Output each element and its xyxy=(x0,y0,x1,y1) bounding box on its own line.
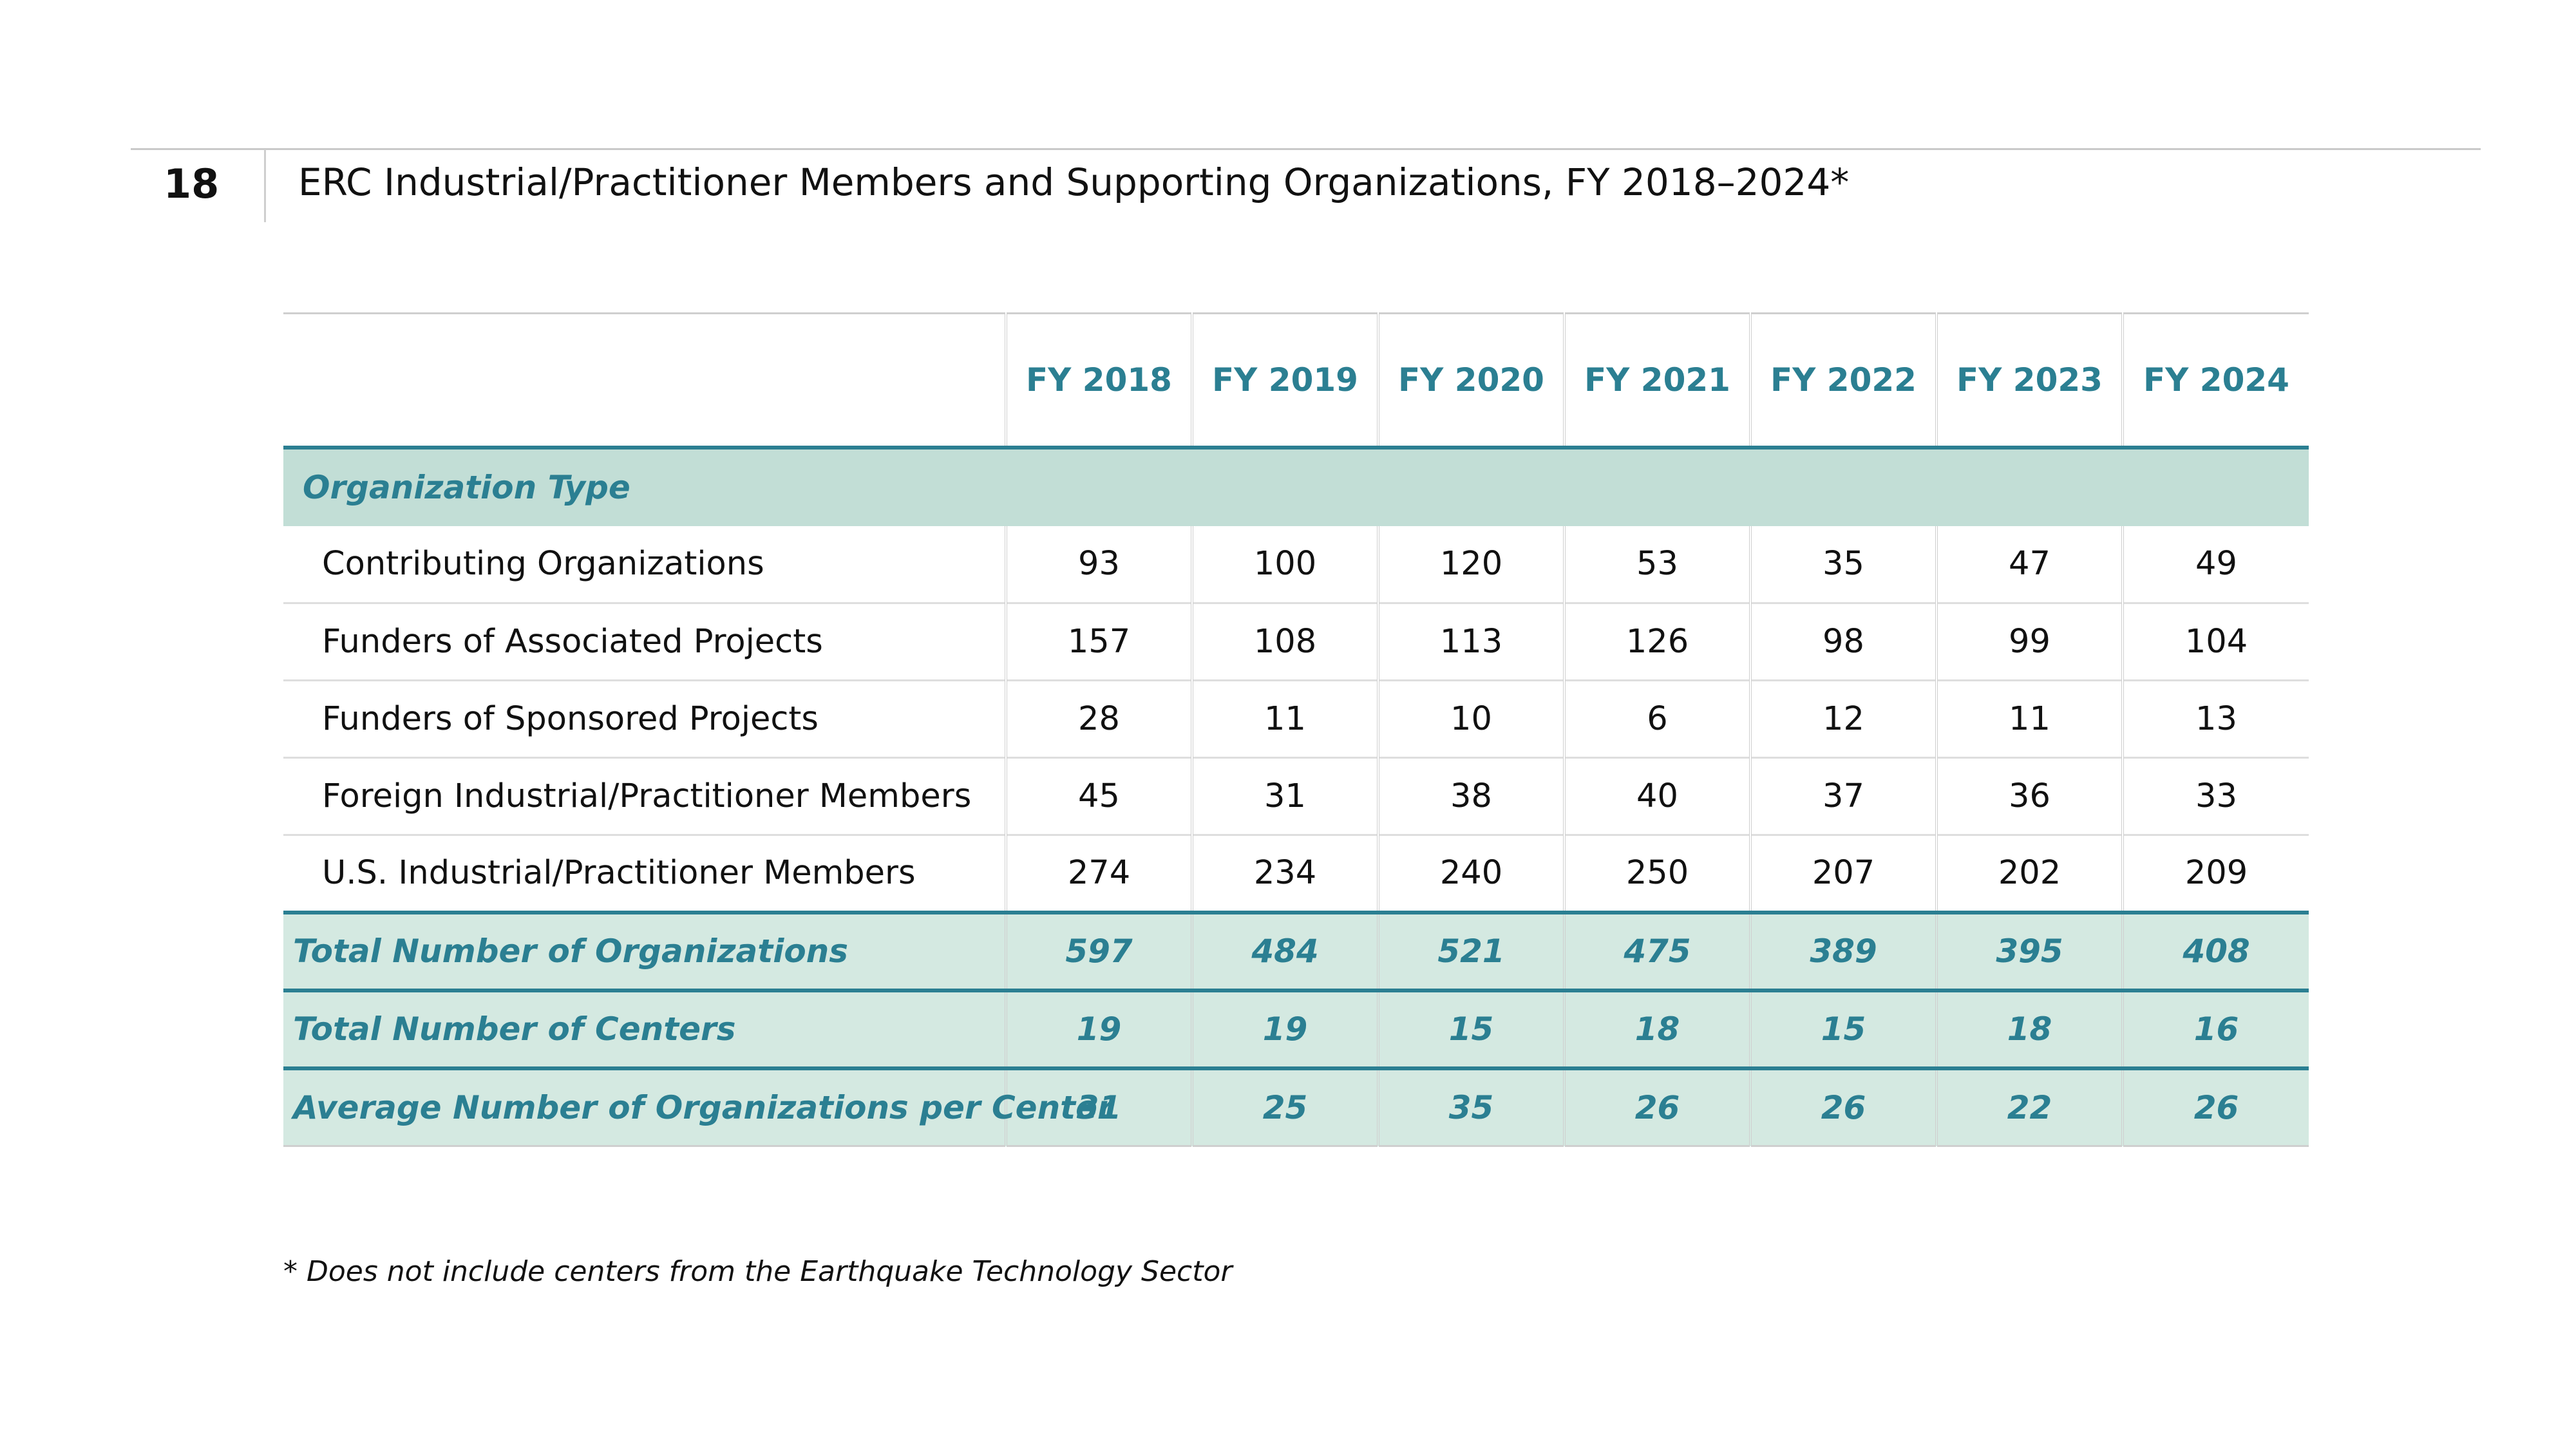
total-cell: 16 xyxy=(2121,988,2309,1068)
total-cell: 31 xyxy=(1005,1066,1192,1147)
column-header: FY 2018 xyxy=(1005,312,1192,450)
total-cell: 484 xyxy=(1191,910,1378,990)
total-cell: 26 xyxy=(2121,1066,2309,1147)
table-cell: 113 xyxy=(1377,603,1564,681)
table-cell: 108 xyxy=(1191,603,1378,681)
table-cell: 28 xyxy=(1005,680,1192,759)
total-cell: 19 xyxy=(1191,988,1378,1068)
total-row: Total Number of Organizations 597 484 52… xyxy=(283,910,2309,990)
total-label: Total Number of Centers xyxy=(283,988,1006,1068)
table-cell: 157 xyxy=(1005,603,1192,681)
table-cell: 6 xyxy=(1563,680,1750,759)
table-cell: 274 xyxy=(1005,835,1192,913)
table-cell: 100 xyxy=(1191,526,1378,604)
column-header: FY 2022 xyxy=(1749,312,1937,450)
column-header: FY 2023 xyxy=(1935,312,2123,450)
table-cell: 240 xyxy=(1377,835,1564,913)
total-cell: 26 xyxy=(1749,1066,1937,1147)
row-label: Contributing Organizations xyxy=(283,526,1006,604)
members-table: FY 2018 FY 2019 FY 2020 FY 2021 FY 2022 … xyxy=(283,312,2309,1147)
total-cell: 395 xyxy=(1935,910,2123,990)
row-label: U.S. Industrial/Practitioner Members xyxy=(283,835,1006,913)
table-cell: 49 xyxy=(2121,526,2309,604)
table-cell: 99 xyxy=(1935,603,2123,681)
table-cell: 47 xyxy=(1935,526,2123,604)
table-cell: 126 xyxy=(1563,603,1750,681)
table-cell: 45 xyxy=(1005,757,1192,836)
total-cell: 18 xyxy=(1935,988,2123,1068)
table-row: Contributing Organizations 93 100 120 53… xyxy=(283,526,2309,604)
header-rule xyxy=(131,148,2481,150)
total-cell: 408 xyxy=(2121,910,2309,990)
total-cell: 26 xyxy=(1563,1066,1750,1147)
row-label: Funders of Sponsored Projects xyxy=(283,680,1006,759)
table-cell: 13 xyxy=(2121,680,2309,759)
table-cell: 120 xyxy=(1377,526,1564,604)
header-divider xyxy=(264,149,266,222)
table-cell: 250 xyxy=(1563,835,1750,913)
table-cell: 202 xyxy=(1935,835,2123,913)
table-cell: 38 xyxy=(1377,757,1564,836)
table-cell: 53 xyxy=(1563,526,1750,604)
section-label: Organization Type xyxy=(283,447,2309,526)
total-cell: 15 xyxy=(1377,988,1564,1068)
table-row: Funders of Associated Projects 157 108 1… xyxy=(283,603,2309,681)
page-number: 18 xyxy=(164,160,220,207)
total-cell: 19 xyxy=(1005,988,1192,1068)
table-cell: 207 xyxy=(1749,835,1937,913)
column-header: FY 2020 xyxy=(1377,312,1564,450)
total-cell: 389 xyxy=(1749,910,1937,990)
table-cell: 11 xyxy=(1191,680,1378,759)
table-row: Foreign Industrial/Practitioner Members … xyxy=(283,757,2309,836)
total-label: Total Number of Organizations xyxy=(283,910,1006,990)
table-header-row: FY 2018 FY 2019 FY 2020 FY 2021 FY 2022 … xyxy=(283,312,2309,450)
total-row: Average Number of Organizations per Cent… xyxy=(283,1066,2309,1147)
row-label: Funders of Associated Projects xyxy=(283,603,1006,681)
table-cell: 11 xyxy=(1935,680,2123,759)
page-title: ERC Industrial/Practitioner Members and … xyxy=(298,160,1850,204)
total-cell: 15 xyxy=(1749,988,1937,1068)
table-cell: 234 xyxy=(1191,835,1378,913)
table-cell: 37 xyxy=(1749,757,1937,836)
total-cell: 18 xyxy=(1563,988,1750,1068)
column-header: FY 2021 xyxy=(1563,312,1750,450)
column-header: FY 2019 xyxy=(1191,312,1378,450)
column-header: FY 2024 xyxy=(2121,312,2309,450)
table-cell: 12 xyxy=(1749,680,1937,759)
row-label: Foreign Industrial/Practitioner Members xyxy=(283,757,1006,836)
table-cell: 93 xyxy=(1005,526,1192,604)
table-cell: 10 xyxy=(1377,680,1564,759)
table-cell: 209 xyxy=(2121,835,2309,913)
total-cell: 597 xyxy=(1005,910,1192,990)
table-row: Funders of Sponsored Projects 28 11 10 6… xyxy=(283,680,2309,759)
table-cell: 36 xyxy=(1935,757,2123,836)
data-table: FY 2018 FY 2019 FY 2020 FY 2021 FY 2022 … xyxy=(283,312,2309,1147)
footnote: * Does not include centers from the Eart… xyxy=(283,1255,1233,1288)
header-blank-cell xyxy=(283,312,1006,450)
table-cell: 98 xyxy=(1749,603,1937,681)
table-cell: 40 xyxy=(1563,757,1750,836)
total-cell: 22 xyxy=(1935,1066,2123,1147)
total-cell: 25 xyxy=(1191,1066,1378,1147)
total-row: Total Number of Centers 19 19 15 18 15 1… xyxy=(283,988,2309,1068)
section-row: Organization Type xyxy=(283,447,2309,526)
total-cell: 475 xyxy=(1563,910,1750,990)
table-cell: 35 xyxy=(1749,526,1937,604)
total-label: Average Number of Organizations per Cent… xyxy=(283,1066,1113,1147)
total-cell: 35 xyxy=(1377,1066,1564,1147)
table-cell: 104 xyxy=(2121,603,2309,681)
table-cell: 33 xyxy=(2121,757,2309,836)
total-cell: 521 xyxy=(1377,910,1564,990)
table-cell: 31 xyxy=(1191,757,1378,836)
table-row: U.S. Industrial/Practitioner Members 274… xyxy=(283,835,2309,913)
